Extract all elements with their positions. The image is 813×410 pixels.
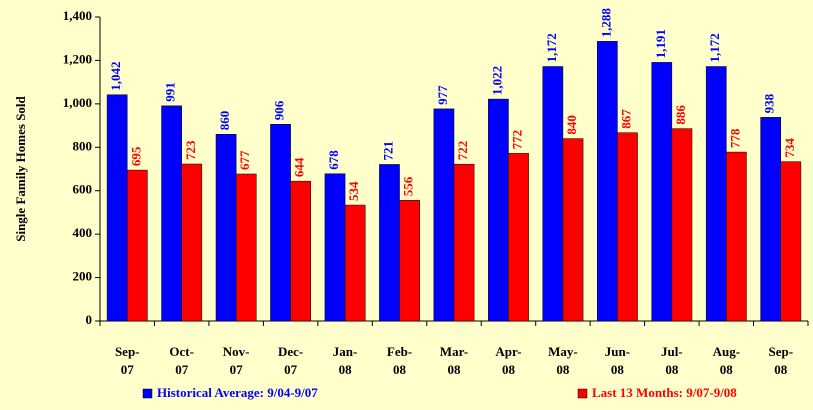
x-tick-label: Sep-07 <box>115 344 140 377</box>
bar <box>181 163 203 322</box>
y-tick-label: 1,000 <box>63 95 92 110</box>
value-label: 977 <box>435 85 450 105</box>
bar <box>161 105 182 322</box>
bar <box>760 117 782 322</box>
value-label: 860 <box>217 111 232 131</box>
bar <box>508 153 529 322</box>
bar <box>379 164 400 322</box>
value-label: 722 <box>455 141 470 161</box>
value-label: 1,022 <box>489 66 504 95</box>
bar <box>617 132 638 322</box>
y-tick-label: 800 <box>73 138 93 153</box>
value-label: 644 <box>292 157 307 177</box>
value-label: 1,191 <box>653 29 668 58</box>
value-label: 772 <box>510 130 525 150</box>
bar <box>235 173 257 322</box>
value-label: 840 <box>564 115 579 135</box>
value-label: 534 <box>346 181 361 201</box>
bar <box>433 108 455 322</box>
bar <box>780 161 802 322</box>
value-label: 678 <box>326 150 341 170</box>
value-label: 695 <box>128 146 143 166</box>
value-label: 677 <box>237 150 252 170</box>
y-tick-label: 600 <box>73 182 93 197</box>
bar <box>344 204 366 322</box>
y-axis-label: Single Family Homes Sold <box>13 95 28 241</box>
legend-label: Last 13 Months: 9/07-9/08 <box>592 385 737 400</box>
value-label: 886 <box>673 105 688 125</box>
x-tick-label: Jan-08 <box>333 344 358 377</box>
value-label: 1,172 <box>707 33 722 62</box>
y-tick-label: 400 <box>73 225 93 240</box>
value-label: 734 <box>782 138 797 158</box>
value-label: 1,042 <box>108 61 123 90</box>
y-tick-label: 1,200 <box>63 51 92 66</box>
bar <box>399 200 420 322</box>
x-tick-label: Feb-08 <box>387 344 412 377</box>
value-label: 778 <box>727 128 742 148</box>
value-label: 556 <box>401 176 416 196</box>
bar <box>106 94 128 322</box>
bar <box>671 128 693 322</box>
value-label: 1,172 <box>544 33 559 62</box>
value-label: 906 <box>272 100 287 120</box>
value-label: 867 <box>618 109 633 129</box>
bar <box>705 66 727 322</box>
bar <box>488 98 509 322</box>
bar <box>290 180 312 322</box>
value-label: 1,288 <box>598 8 613 38</box>
value-label: 991 <box>163 82 178 102</box>
x-tick-label: Aug-08 <box>713 344 740 377</box>
x-tick-label: Jun-08 <box>605 344 630 377</box>
bar <box>215 134 237 322</box>
legend-swatch <box>142 388 153 399</box>
x-tick-label: Dec-07 <box>278 344 303 377</box>
value-label: 938 <box>762 93 777 113</box>
legend-label: Historical Average: 9/04-9/07 <box>157 385 318 400</box>
bar <box>542 66 564 322</box>
bar <box>596 41 618 322</box>
x-tick-label: Apr-08 <box>495 344 521 377</box>
x-tick-label: Nov-07 <box>223 344 250 377</box>
x-tick-label: May-08 <box>548 344 578 377</box>
y-tick-label: 0 <box>86 312 93 327</box>
y-tick-label: 200 <box>73 269 93 284</box>
bar <box>726 151 747 322</box>
bar <box>126 169 148 322</box>
bar <box>562 138 584 322</box>
y-tick-label: 1,400 <box>63 8 92 23</box>
x-tick-label: Mar-08 <box>440 344 468 377</box>
x-tick-label: Jul-08 <box>661 344 683 377</box>
value-label: 723 <box>183 140 198 160</box>
legend-swatch <box>577 388 588 399</box>
bar <box>453 163 475 322</box>
x-tick-label: Oct-07 <box>169 344 194 377</box>
x-tick-label: Sep-08 <box>768 344 793 377</box>
bar <box>270 124 291 322</box>
bar <box>651 62 673 322</box>
value-label: 721 <box>380 141 395 161</box>
bar <box>324 173 346 322</box>
